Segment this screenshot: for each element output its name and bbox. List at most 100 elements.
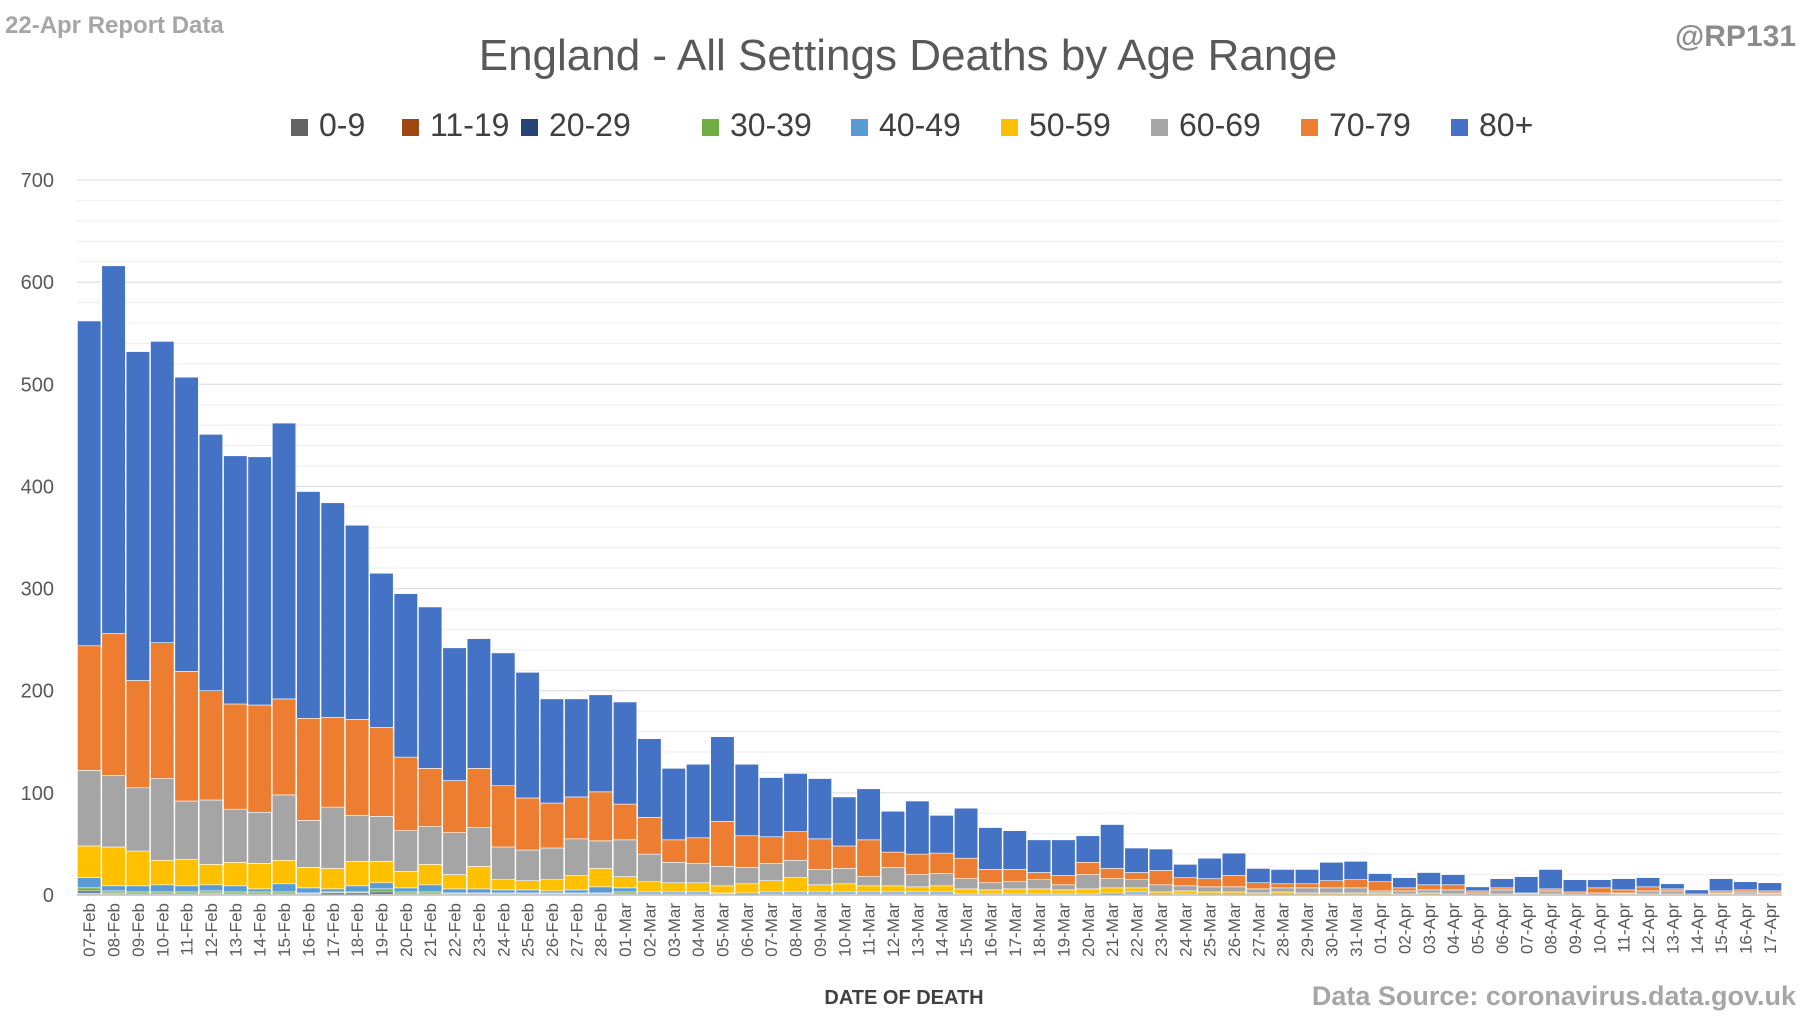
- bar-segment: [905, 891, 930, 895]
- bar-segment: [759, 880, 784, 893]
- x-tick-label: 09-Mar: [811, 903, 830, 957]
- bar-segment: [832, 845, 857, 869]
- x-tick-label: 03-Mar: [665, 903, 684, 957]
- legend-label: 0-9: [319, 107, 365, 143]
- bar-segment: [564, 889, 589, 894]
- bar-segment: [539, 890, 565, 894]
- legend-label: 40-49: [879, 107, 961, 143]
- bar-segment: [296, 491, 321, 719]
- bar-segment: [1416, 889, 1441, 894]
- bar-segment: [1221, 852, 1247, 876]
- x-tick-label: 23-Feb: [470, 903, 489, 957]
- bar-segment: [247, 888, 272, 893]
- bar-segment: [320, 716, 345, 808]
- bar-segment: [491, 785, 516, 848]
- legend-swatch: [851, 119, 868, 136]
- bar-segment: [1489, 887, 1514, 891]
- bar-segment: [1075, 874, 1100, 890]
- bar-segment: [1148, 870, 1173, 886]
- bar-segment: [174, 671, 199, 802]
- x-tick-label: 09-Apr: [1566, 903, 1585, 954]
- bar-segment: [832, 883, 857, 893]
- x-axis-title: DATE OF DEATH: [824, 987, 983, 1009]
- bar-segment: [783, 831, 808, 861]
- x-tick-label: 05-Apr: [1469, 903, 1488, 954]
- bar-segment: [832, 796, 857, 847]
- bar-segment: [271, 698, 297, 796]
- bar-segment: [978, 827, 1003, 870]
- bar-segment: [783, 891, 808, 895]
- author-handle: @RP131: [1675, 20, 1796, 53]
- x-tick-label: 23-Mar: [1152, 903, 1171, 957]
- bar-segment: [856, 876, 881, 887]
- legend-label: 70-79: [1329, 107, 1411, 143]
- x-tick-label: 08-Mar: [787, 903, 806, 957]
- bar-segment: [783, 877, 808, 893]
- x-tick-label: 05-Mar: [713, 903, 732, 957]
- bar-segment: [1514, 876, 1539, 894]
- bar-segment: [1002, 869, 1027, 883]
- x-tick-label: 12-Feb: [202, 903, 221, 957]
- bar-segment: [223, 808, 248, 863]
- x-tick-label: 14-Mar: [933, 903, 952, 957]
- x-tick-label: 08-Feb: [105, 903, 124, 957]
- bar-segment: [223, 891, 248, 895]
- bar-segment: [710, 736, 735, 822]
- bar-segment: [953, 807, 979, 859]
- bar-segment: [710, 821, 735, 867]
- bar-segment: [418, 826, 443, 865]
- bars-group: [77, 265, 1782, 896]
- bar-segment: [1635, 886, 1661, 892]
- bar-segment: [783, 773, 808, 832]
- bar-segment: [564, 698, 589, 798]
- bar-segment: [588, 694, 613, 793]
- bar-segment: [1051, 839, 1076, 876]
- bar-segment: [77, 877, 102, 889]
- bar-segment: [880, 885, 906, 893]
- bar-segment: [1221, 875, 1247, 888]
- bar-segment: [393, 830, 418, 872]
- bar-segment: [856, 891, 881, 895]
- bar-segment: [1733, 881, 1758, 891]
- bar-segment: [1100, 878, 1125, 889]
- bar-segment: [1051, 889, 1076, 895]
- x-tick-label: 02-Apr: [1395, 903, 1414, 954]
- bar-segment: [1660, 890, 1685, 895]
- x-tick-label: 07-Mar: [762, 903, 781, 957]
- bar-segment: [515, 880, 540, 891]
- bar-segment: [1002, 881, 1027, 890]
- bar-segment: [1051, 875, 1076, 886]
- bar-segment: [759, 891, 784, 895]
- x-tick-label: 20-Feb: [397, 903, 416, 957]
- bar-segment: [1173, 890, 1198, 895]
- legend-swatch: [291, 119, 308, 136]
- bar-segment: [320, 806, 345, 869]
- bar-segment: [515, 889, 540, 894]
- x-tick-label: 16-Feb: [299, 903, 318, 957]
- bar-segment: [198, 799, 224, 865]
- bar-segment: [880, 867, 906, 887]
- bar-segment: [320, 888, 345, 893]
- bar-segment: [101, 885, 126, 892]
- x-tick-label: 13-Mar: [908, 903, 927, 957]
- bar-segment: [905, 886, 930, 893]
- bar-segment: [612, 803, 638, 841]
- bar-segment: [369, 816, 394, 862]
- bar-segment: [1562, 891, 1588, 895]
- y-tick-label: 100: [21, 783, 54, 805]
- bar-segment: [223, 703, 248, 810]
- bar-segment: [1562, 879, 1588, 893]
- x-tick-label: 15-Mar: [957, 903, 976, 957]
- x-tick-label: 14-Feb: [251, 903, 270, 957]
- bar-segment: [1124, 891, 1149, 895]
- x-tick-label: 21-Mar: [1103, 903, 1122, 957]
- x-tick-label: 28-Mar: [1274, 903, 1293, 957]
- bar-segment: [564, 796, 589, 840]
- bar-segment: [1294, 869, 1320, 885]
- bar-segment: [929, 891, 954, 895]
- bar-segment: [247, 863, 272, 890]
- y-tick-label: 0: [43, 885, 54, 907]
- bar-segment: [1027, 879, 1052, 890]
- bar-segment: [1441, 874, 1466, 886]
